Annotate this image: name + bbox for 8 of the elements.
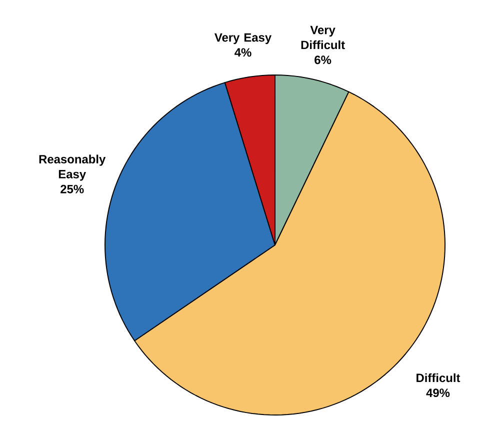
data-label: 4% <box>234 48 252 57</box>
data-label: 6% <box>314 56 332 64</box>
data-label: 49% <box>426 388 450 398</box>
slice-label: Reasonably Easy <box>39 154 106 181</box>
slice-label: Difficult <box>416 373 460 382</box>
data-label: 25% <box>60 184 84 194</box>
slice-label: Very Easy <box>214 33 272 44</box>
slice-label: Very Difficult <box>301 26 345 50</box>
